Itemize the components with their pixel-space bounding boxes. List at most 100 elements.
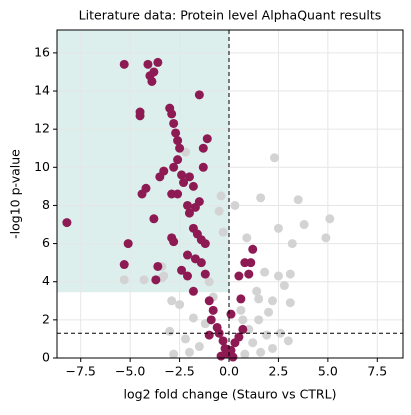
point [293, 195, 303, 205]
point [256, 347, 266, 357]
highlight-region [57, 30, 230, 293]
y-tick-label: 0 [42, 350, 50, 365]
y-tick-label: 12 [34, 121, 50, 136]
point [182, 250, 192, 260]
point [123, 239, 133, 249]
point [169, 237, 179, 247]
point [200, 239, 210, 249]
point [236, 294, 246, 304]
point [218, 336, 228, 346]
point [159, 271, 169, 281]
point [321, 233, 331, 243]
point [269, 153, 279, 163]
point [184, 347, 194, 357]
point [171, 128, 181, 138]
x-axis-label: log2 fold change (Stauro vs CTRL) [124, 387, 337, 402]
point [254, 294, 264, 304]
point [226, 309, 236, 319]
point [167, 296, 177, 306]
point [181, 334, 191, 344]
point [268, 296, 278, 306]
point [200, 269, 210, 279]
point [175, 143, 185, 153]
point [196, 258, 206, 268]
point [198, 162, 208, 172]
y-tick-label: 8 [42, 197, 50, 212]
point [139, 275, 149, 285]
point [285, 298, 295, 308]
point [141, 183, 151, 193]
point [119, 260, 129, 270]
chart-title: Literature data: Protein level AlphaQuan… [79, 8, 382, 23]
y-tick-label: 4 [42, 273, 50, 288]
point [182, 200, 192, 210]
point [325, 214, 335, 224]
point [273, 271, 283, 281]
point [135, 107, 145, 117]
point [268, 343, 278, 353]
y-axis-label: -log10 p-value [8, 149, 23, 239]
point [175, 300, 185, 310]
point [254, 315, 264, 325]
y-tick-label: 14 [34, 83, 50, 98]
point [165, 326, 175, 336]
point [173, 155, 183, 165]
point [169, 349, 179, 359]
point [218, 227, 228, 237]
x-tick-label: 7.5 [367, 364, 387, 379]
point [242, 233, 252, 243]
point [252, 286, 262, 296]
y-tick-label: 10 [34, 159, 50, 174]
point [194, 197, 204, 207]
y-tick-label: 16 [34, 44, 50, 59]
point [188, 181, 198, 191]
x-tick-label: −7.5 [66, 364, 96, 379]
point [206, 315, 216, 325]
x-tick-label: −5.0 [115, 364, 145, 379]
point [188, 286, 198, 296]
point [214, 206, 224, 216]
point [147, 76, 157, 86]
point [169, 118, 179, 128]
point [177, 170, 187, 180]
point [194, 90, 204, 100]
point [149, 67, 159, 77]
point [202, 134, 212, 144]
point [256, 193, 266, 203]
point [198, 143, 208, 153]
point [184, 172, 194, 182]
point [204, 330, 214, 340]
point [143, 59, 153, 69]
point [204, 277, 214, 287]
point [167, 109, 177, 119]
point [287, 239, 297, 249]
point [264, 307, 274, 317]
x-tick-label: 2.5 [268, 364, 288, 379]
point [246, 258, 256, 268]
point [228, 352, 238, 362]
point [244, 269, 254, 279]
x-tick-label: −2.5 [164, 364, 194, 379]
point [230, 200, 240, 210]
point [204, 296, 214, 306]
x-tick-label: 0.0 [219, 364, 239, 379]
point [159, 166, 169, 176]
point [275, 328, 285, 338]
point [262, 330, 272, 340]
point [173, 136, 183, 146]
point [169, 162, 179, 172]
point [179, 178, 189, 188]
point [119, 275, 129, 285]
point [260, 267, 270, 277]
point [248, 338, 258, 348]
plot-frame [56, 29, 404, 359]
point [153, 261, 163, 271]
point [279, 281, 289, 291]
point [119, 59, 129, 69]
point [285, 269, 295, 279]
x-tick-label: 5.0 [318, 364, 338, 379]
point [173, 189, 183, 199]
y-tick-label: 6 [42, 235, 50, 250]
point [177, 265, 187, 275]
